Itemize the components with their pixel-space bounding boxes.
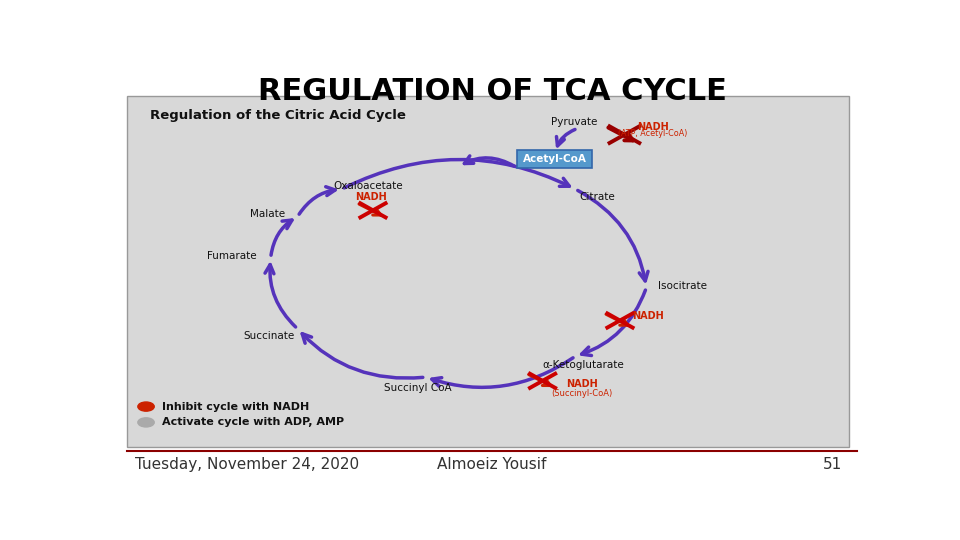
Circle shape: [138, 402, 155, 411]
Text: Citrate: Citrate: [580, 192, 615, 201]
FancyArrowPatch shape: [578, 191, 648, 281]
FancyArrowPatch shape: [606, 314, 628, 325]
FancyBboxPatch shape: [128, 96, 849, 447]
Text: Succinyl CoA: Succinyl CoA: [384, 383, 452, 393]
FancyArrowPatch shape: [609, 127, 633, 140]
FancyArrowPatch shape: [302, 334, 422, 378]
Text: 51: 51: [823, 457, 842, 472]
FancyArrowPatch shape: [265, 265, 296, 327]
FancyArrowPatch shape: [529, 375, 550, 386]
Text: Isocitrate: Isocitrate: [658, 281, 707, 291]
Text: NADH: NADH: [355, 192, 387, 202]
Text: Inhibit cycle with NADH: Inhibit cycle with NADH: [162, 402, 310, 411]
Text: Acetyl-CoA: Acetyl-CoA: [522, 154, 587, 164]
FancyArrowPatch shape: [557, 130, 575, 146]
Text: α-Ketoglutarate: α-Ketoglutarate: [541, 360, 624, 370]
Text: Succinate: Succinate: [244, 332, 295, 341]
Text: Oxaloacetate: Oxaloacetate: [333, 181, 402, 191]
FancyArrowPatch shape: [465, 156, 515, 166]
Text: Fumarate: Fumarate: [207, 251, 256, 261]
Text: Regulation of the Citric Acid Cycle: Regulation of the Citric Acid Cycle: [150, 109, 406, 122]
FancyArrowPatch shape: [582, 290, 645, 355]
FancyBboxPatch shape: [516, 150, 592, 167]
FancyArrowPatch shape: [359, 204, 381, 215]
FancyArrowPatch shape: [271, 220, 292, 255]
Text: Malate: Malate: [251, 210, 285, 219]
FancyArrowPatch shape: [300, 187, 335, 214]
Text: Pyruvate: Pyruvate: [551, 117, 597, 127]
Text: NADH: NADH: [566, 379, 598, 389]
Text: Activate cycle with ADP, AMP: Activate cycle with ADP, AMP: [162, 417, 345, 427]
Text: (Succinyl-CoA): (Succinyl-CoA): [551, 389, 612, 398]
FancyArrowPatch shape: [432, 358, 573, 387]
Text: Almoeiz Yousif: Almoeiz Yousif: [438, 457, 546, 472]
FancyArrowPatch shape: [345, 159, 569, 188]
Text: REGULATION OF TCA CYCLE: REGULATION OF TCA CYCLE: [257, 77, 727, 106]
Text: (ATP, Acetyl-CoA): (ATP, Acetyl-CoA): [618, 129, 687, 138]
Circle shape: [138, 418, 155, 427]
Text: Tuesday, November 24, 2020: Tuesday, November 24, 2020: [134, 457, 359, 472]
Text: NADH: NADH: [633, 312, 664, 321]
Text: NADH: NADH: [636, 122, 668, 132]
